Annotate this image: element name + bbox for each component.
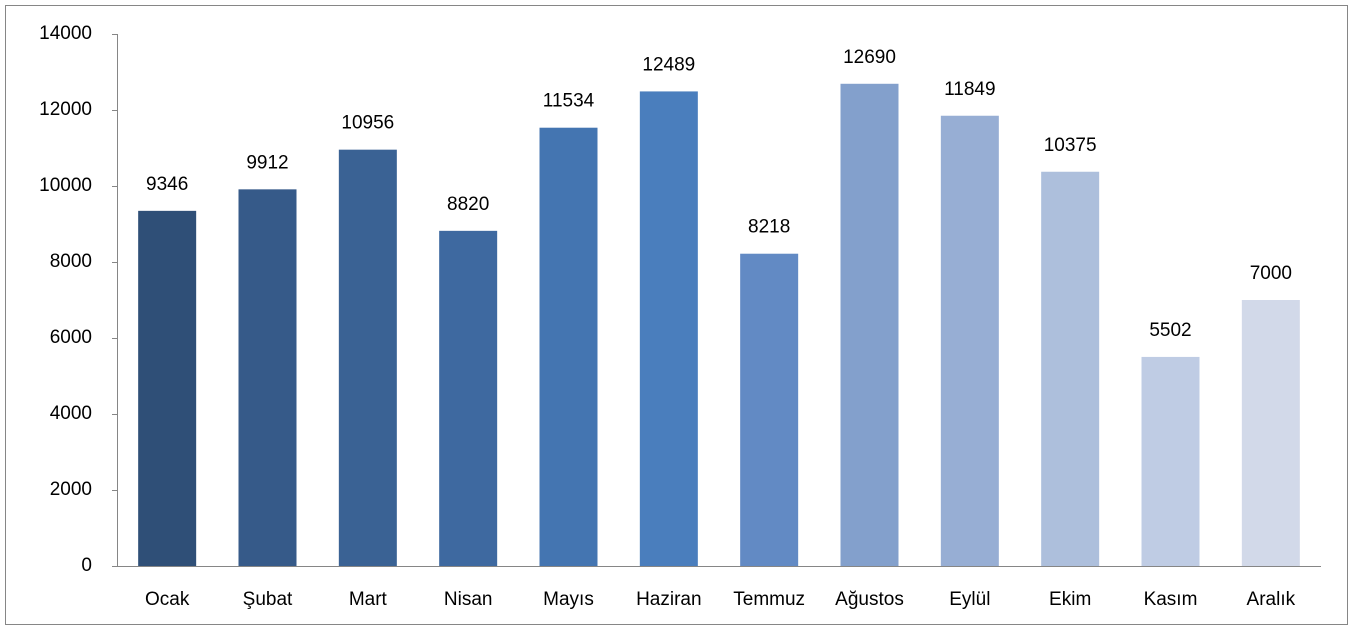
bar (238, 189, 297, 566)
data-label: 7000 (1250, 263, 1292, 284)
x-tick-label: Temmuz (733, 589, 805, 610)
data-label: 10375 (1044, 135, 1097, 156)
x-tick-label: Ağustos (835, 589, 904, 610)
data-label: 10956 (341, 113, 394, 134)
y-tick-label: 14000 (39, 23, 92, 44)
bar (840, 83, 899, 566)
y-tick-label: 6000 (50, 327, 92, 348)
data-label: 9346 (146, 174, 188, 195)
bar (1041, 171, 1100, 566)
x-tick-label: Ocak (145, 589, 190, 610)
data-label: 11849 (944, 79, 995, 100)
data-label: 8820 (447, 194, 489, 215)
bar (1141, 356, 1200, 566)
data-label: 11534 (543, 91, 595, 112)
data-label: 12489 (642, 54, 695, 75)
bar (639, 91, 698, 566)
data-label: 8218 (748, 217, 790, 238)
bar (1241, 300, 1300, 566)
x-tick-label: Ekim (1049, 589, 1091, 610)
x-tick-label: Aralık (1247, 589, 1296, 610)
data-label: 12690 (843, 47, 896, 68)
data-label: 5502 (1149, 320, 1191, 341)
y-tick-label: 2000 (50, 479, 92, 500)
x-tick-label: Mart (349, 589, 388, 610)
y-tick-label: 0 (81, 555, 92, 576)
bar (539, 127, 598, 566)
x-tick-label: Eylül (949, 589, 990, 610)
y-tick-label: 4000 (50, 403, 92, 424)
bar (338, 149, 397, 566)
y-tick-label: 8000 (50, 251, 92, 272)
bar (740, 253, 799, 566)
x-tick-label: Mayıs (543, 589, 594, 610)
x-tick-label: Şubat (243, 589, 293, 610)
x-tick-label: Nisan (444, 589, 493, 610)
x-tick-label: Haziran (636, 589, 701, 610)
bar (138, 210, 197, 567)
data-label: 9912 (246, 152, 288, 173)
y-tick-label: 12000 (39, 99, 92, 120)
y-tick-label: 10000 (39, 175, 92, 196)
bar (940, 115, 999, 566)
bar (439, 230, 498, 566)
x-tick-label: Kasım (1144, 589, 1198, 610)
